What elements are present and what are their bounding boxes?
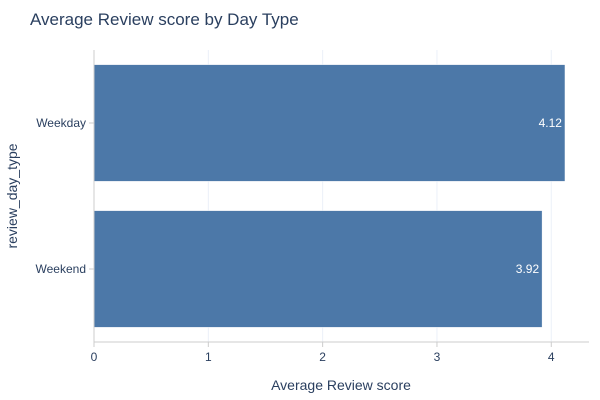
bars: 4.12 3.92	[93, 64, 566, 328]
x-axis-title: Average Review score	[271, 377, 411, 393]
y-tick-label: Weekend	[36, 262, 86, 276]
axes: Weekday Weekend 0 1 2 3 4	[36, 50, 589, 364]
y-tick-label: Weekday	[36, 116, 86, 130]
bar-weekend	[93, 210, 543, 328]
bar-weekday	[93, 64, 566, 182]
bar-value-label: 3.92	[516, 262, 540, 276]
chart-title: Average Review score by Day Type	[30, 10, 299, 29]
x-tick-label: 0	[91, 350, 98, 364]
bar-value-label: 4.12	[539, 116, 563, 130]
x-tick-label: 4	[548, 350, 555, 364]
x-tick-label: 2	[319, 350, 326, 364]
x-tick-label: 3	[434, 350, 441, 364]
x-tick-label: 1	[205, 350, 212, 364]
y-axis-title: review_day_type	[4, 143, 20, 248]
